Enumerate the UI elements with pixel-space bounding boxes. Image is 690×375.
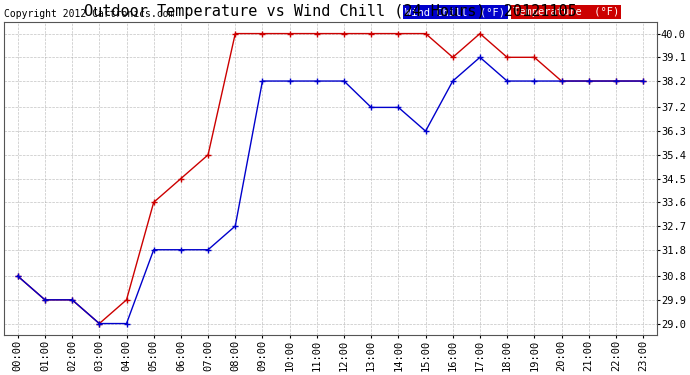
Text: Temperature  (°F): Temperature (°F) <box>513 7 620 17</box>
Title: Outdoor Temperature vs Wind Chill (24 Hours)  20121105: Outdoor Temperature vs Wind Chill (24 Ho… <box>84 4 577 19</box>
Text: Wind Chill  (°F): Wind Chill (°F) <box>406 7 506 17</box>
Text: Copyright 2012 Cartronics.com: Copyright 2012 Cartronics.com <box>4 9 175 19</box>
